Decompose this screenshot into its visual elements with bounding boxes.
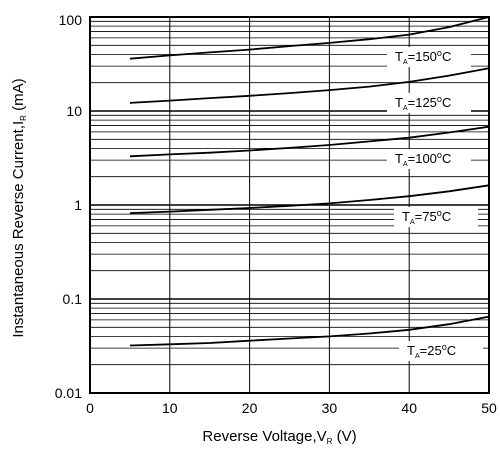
curve-label-prefix: T — [395, 49, 403, 64]
x-tick-label: 20 — [242, 400, 258, 416]
series-curve — [129, 125, 490, 158]
curve-label-unit: C — [442, 49, 451, 64]
curve-label-prefix: T — [395, 95, 403, 110]
y-axis-title-subscript: R — [19, 115, 28, 121]
curve-label-subscript: A — [410, 219, 415, 226]
curve-label-value: =125 — [408, 95, 437, 110]
curve-label-value: =75 — [415, 209, 437, 224]
curve-label: TA=100oC — [395, 150, 451, 168]
y-axis-title-unit: (mA) — [10, 78, 27, 115]
curve-label-value: =100 — [408, 151, 437, 166]
curve-label-prefix: T — [402, 209, 410, 224]
curve-label-background — [387, 93, 471, 113]
x-axis-title: Reverse Voltage,VR (V) — [202, 428, 356, 446]
x-tick-label: 0 — [86, 400, 94, 416]
plot-frame — [89, 16, 490, 394]
curve-label-value: =25 — [420, 343, 442, 358]
x-axis-title-main: Reverse Voltage,V — [202, 428, 326, 445]
curve-label-prefix: T — [395, 151, 403, 166]
series-curve — [129, 184, 490, 214]
x-axis-title-subscript: R — [327, 437, 333, 446]
curve-label-degree: o — [437, 150, 442, 160]
y-tick-label: 100 — [59, 12, 83, 28]
curve-label-subscript: A — [415, 353, 420, 360]
curve-label-value: =150 — [408, 49, 437, 64]
curve-label-background — [387, 149, 471, 169]
x-tick-label: 30 — [322, 400, 338, 416]
x-tick-label: 50 — [481, 400, 497, 416]
curve-label-degree: o — [437, 208, 442, 218]
x-tick-label: 40 — [401, 400, 417, 416]
curve-label: TA=125oC — [395, 94, 451, 112]
x-tick-label: 10 — [162, 400, 178, 416]
curve-label: TA=25oC — [407, 342, 456, 360]
y-axis-title-main: Instantaneous Reverse Current,I — [10, 121, 27, 338]
y-axis-title: Instantaneous Reverse Current,IR (mA) — [10, 78, 28, 337]
curve-label-degree: o — [442, 342, 447, 352]
data-curves — [129, 16, 490, 347]
curve-label-unit: C — [442, 95, 451, 110]
y-tick-label: 0.01 — [55, 385, 82, 401]
curve-label-unit: C — [442, 209, 451, 224]
y-tick-label: 0.1 — [63, 291, 83, 307]
y-axis-tick-labels: 0.01 0.1 1 10 100 — [55, 12, 82, 401]
curve-label-degree: o — [437, 94, 442, 104]
y-tick-label: 10 — [66, 103, 82, 119]
curve-label-unit: C — [442, 151, 451, 166]
curve-label-background — [394, 207, 478, 227]
y-tick-label: 1 — [74, 197, 82, 213]
curve-label-degree: o — [437, 48, 442, 58]
curve-label-subscript: A — [403, 59, 408, 66]
curve-label-subscript: A — [403, 105, 408, 112]
x-axis-tick-labels: 0 10 20 30 40 50 — [86, 400, 497, 416]
x-axis-title-unit: (V) — [332, 428, 356, 445]
curve-label-background — [387, 47, 471, 67]
series-curve — [129, 67, 490, 104]
curve-label-background — [399, 341, 483, 361]
curve-label-unit: C — [447, 343, 456, 358]
curve-label: TA=75oC — [402, 208, 451, 226]
curve-label-prefix: T — [407, 343, 415, 358]
series-curve — [129, 315, 490, 347]
curve-label: TA=150oC — [395, 48, 451, 66]
series-curve — [129, 16, 490, 60]
curve-label-subscript: A — [403, 161, 408, 168]
